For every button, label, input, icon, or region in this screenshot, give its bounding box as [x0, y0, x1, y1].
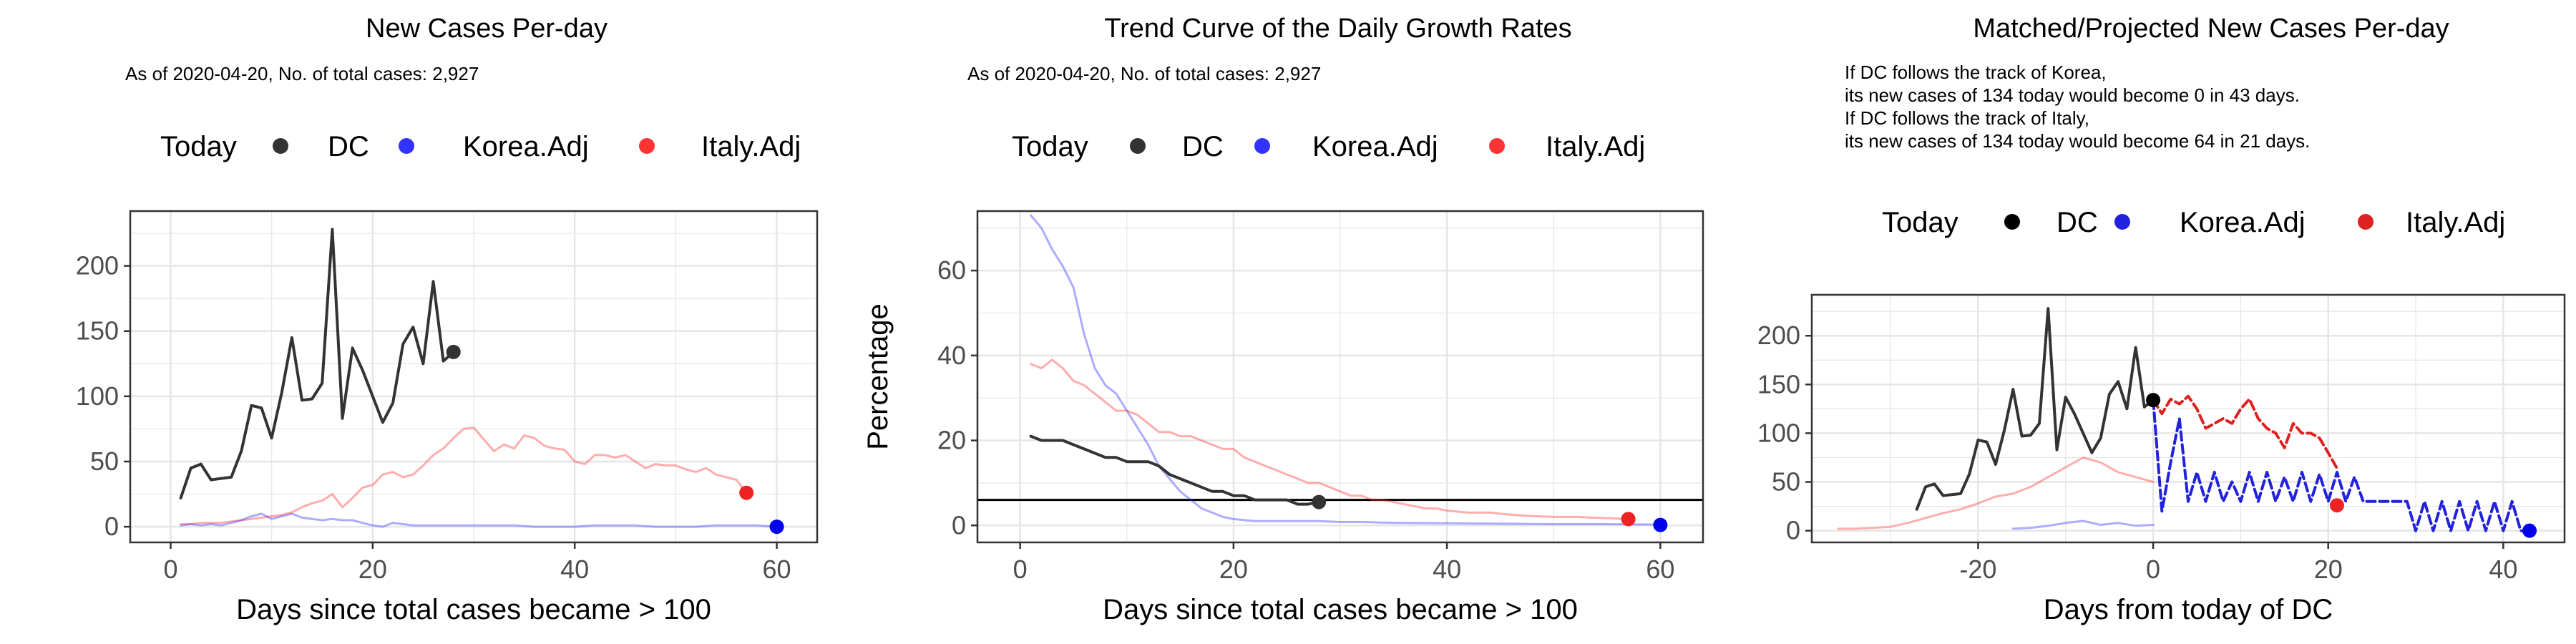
y-tick-label: 200 — [1757, 321, 1800, 350]
y-tick-label: 0 — [104, 512, 119, 541]
legend-italy-adj-label: Italy.Adj — [2406, 207, 2505, 238]
y-tick-label: 150 — [76, 316, 119, 346]
legend-dc-label: DC — [1182, 131, 1224, 162]
legend-italy-adj-key — [639, 138, 655, 154]
legend-korea-adj-label: Korea.Adj — [1312, 131, 1438, 162]
today-marker — [2329, 498, 2344, 513]
y-tick-label: 100 — [76, 381, 119, 411]
legend-dc-label: DC — [2057, 207, 2098, 238]
x-tick-label: 40 — [1433, 555, 1461, 584]
plot-area — [1812, 295, 2565, 542]
series-line-korea-adj — [180, 512, 778, 528]
chart-note: its new cases of 134 today would become … — [1845, 130, 2310, 152]
x-axis-label: Days since total cases became > 100 — [1103, 594, 1578, 625]
legend-label-today: Today — [1012, 131, 1088, 162]
x-tick-label: 20 — [358, 555, 387, 584]
y-tick-label: 40 — [937, 341, 966, 370]
legend-korea-adj-key — [2114, 214, 2130, 230]
legend-dc-label: DC — [328, 131, 369, 162]
y-tick-label: 60 — [937, 255, 966, 285]
x-tick-label: 60 — [763, 555, 791, 584]
legend-label-today: Today — [160, 131, 237, 162]
legend: Today DC Korea.Adj Italy.Adj — [1882, 207, 2505, 238]
y-tick-label: 150 — [1757, 369, 1800, 399]
legend-korea-adj-label: Korea.Adj — [463, 131, 589, 162]
y-tick-label: 20 — [937, 426, 966, 455]
series-line-dc — [1915, 307, 2155, 511]
series-line-italy-adj-history- — [1837, 457, 2155, 530]
legend-dc-key — [2004, 214, 2020, 230]
x-axis-label: Days since total cases became > 100 — [236, 594, 711, 625]
x-tick-label: 40 — [560, 555, 589, 584]
series-line-korea-adj — [1030, 214, 1662, 526]
series-line-italy-adj — [1030, 358, 1630, 520]
legend: Today DC Korea.Adj Italy.Adj — [1012, 131, 1645, 162]
series-line-korea-adj — [2152, 399, 2532, 532]
series-line-italy-adj — [180, 426, 748, 525]
plot-border — [1810, 293, 2566, 544]
y-tick-label: 50 — [90, 447, 119, 476]
chart-panel-3: Matched/Projected New Cases Per-day If DC… — [1757, 14, 2566, 625]
chart-note: As of 2020-04-20, No. of total cases: 2,… — [967, 63, 1321, 84]
y-tick-label: 0 — [1786, 516, 1800, 545]
chart-panel-2: Trend Curve of the Daily Growth Rates As … — [862, 14, 1704, 625]
legend-italy-adj-key — [2358, 214, 2373, 230]
plot-border — [976, 210, 1704, 544]
x-tick-label: 60 — [1646, 555, 1674, 584]
chart-note: If DC follows the track of Italy, — [1845, 107, 2089, 129]
chart-note: If DC follows the track of Korea, — [1845, 62, 2107, 83]
chart-title: New Cases Per-day — [366, 14, 608, 44]
legend-italy-adj-key — [1489, 138, 1505, 154]
x-tick-label: 0 — [163, 555, 177, 584]
today-marker — [2522, 523, 2537, 538]
series-line-italy-adj — [2152, 394, 2338, 470]
y-tick-label: 0 — [952, 510, 966, 540]
today-marker — [446, 344, 461, 359]
x-tick-label: -20 — [1959, 555, 1996, 584]
today-marker — [1312, 494, 1327, 509]
chart-title: Matched/Projected New Cases Per-day — [1973, 14, 2449, 44]
y-tick-label: 50 — [1772, 467, 1800, 497]
y-axis-label: Percentage — [862, 303, 894, 450]
series-line-dc — [1029, 434, 1321, 506]
chart-note: its new cases of 134 today would become … — [1845, 84, 2300, 106]
chart-title: Trend Curve of the Daily Growth Rates — [1104, 14, 1571, 44]
x-tick-label: 20 — [1219, 555, 1248, 584]
plot-border — [129, 210, 819, 544]
x-tick-label: 0 — [2146, 555, 2160, 584]
x-tick-label: 40 — [2489, 555, 2517, 584]
today-marker — [769, 519, 784, 535]
legend-label-today: Today — [1882, 207, 1958, 238]
legend: Today DC Korea.Adj Italy.Adj — [160, 131, 801, 162]
legend-italy-adj-label: Italy.Adj — [1546, 131, 1645, 162]
legend-korea-adj-key — [1254, 138, 1270, 154]
y-tick-label: 100 — [1757, 418, 1800, 447]
legend-dc-key — [273, 138, 288, 154]
legend-korea-adj-label: Korea.Adj — [2180, 207, 2306, 238]
x-tick-label: 0 — [1013, 555, 1028, 584]
chart-panel-1: New Cases Per-day As of 2020-04-20, No. o… — [76, 14, 819, 625]
today-marker — [2146, 393, 2161, 408]
today-marker — [1653, 517, 1668, 532]
today-marker — [739, 485, 754, 500]
y-tick-label: 200 — [76, 251, 119, 280]
chart-note: As of 2020-04-20, No. of total cases: 2,… — [125, 63, 479, 84]
legend-italy-adj-label: Italy.Adj — [701, 131, 801, 162]
today-marker — [1621, 512, 1636, 527]
x-axis-label: Days from today of DC — [2044, 594, 2333, 625]
x-tick-label: 20 — [2314, 555, 2343, 584]
legend-korea-adj-key — [399, 138, 414, 154]
legend-dc-key — [1130, 138, 1146, 154]
series-line-korea-adj-history- — [2011, 519, 2155, 530]
series-line-dc — [179, 228, 455, 499]
